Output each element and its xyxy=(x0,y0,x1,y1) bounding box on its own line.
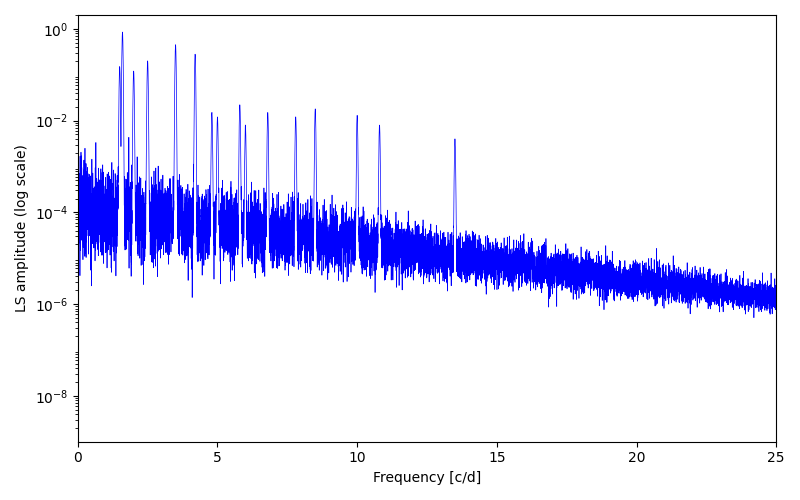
Y-axis label: LS amplitude (log scale): LS amplitude (log scale) xyxy=(15,144,29,312)
X-axis label: Frequency [c/d]: Frequency [c/d] xyxy=(373,471,481,485)
